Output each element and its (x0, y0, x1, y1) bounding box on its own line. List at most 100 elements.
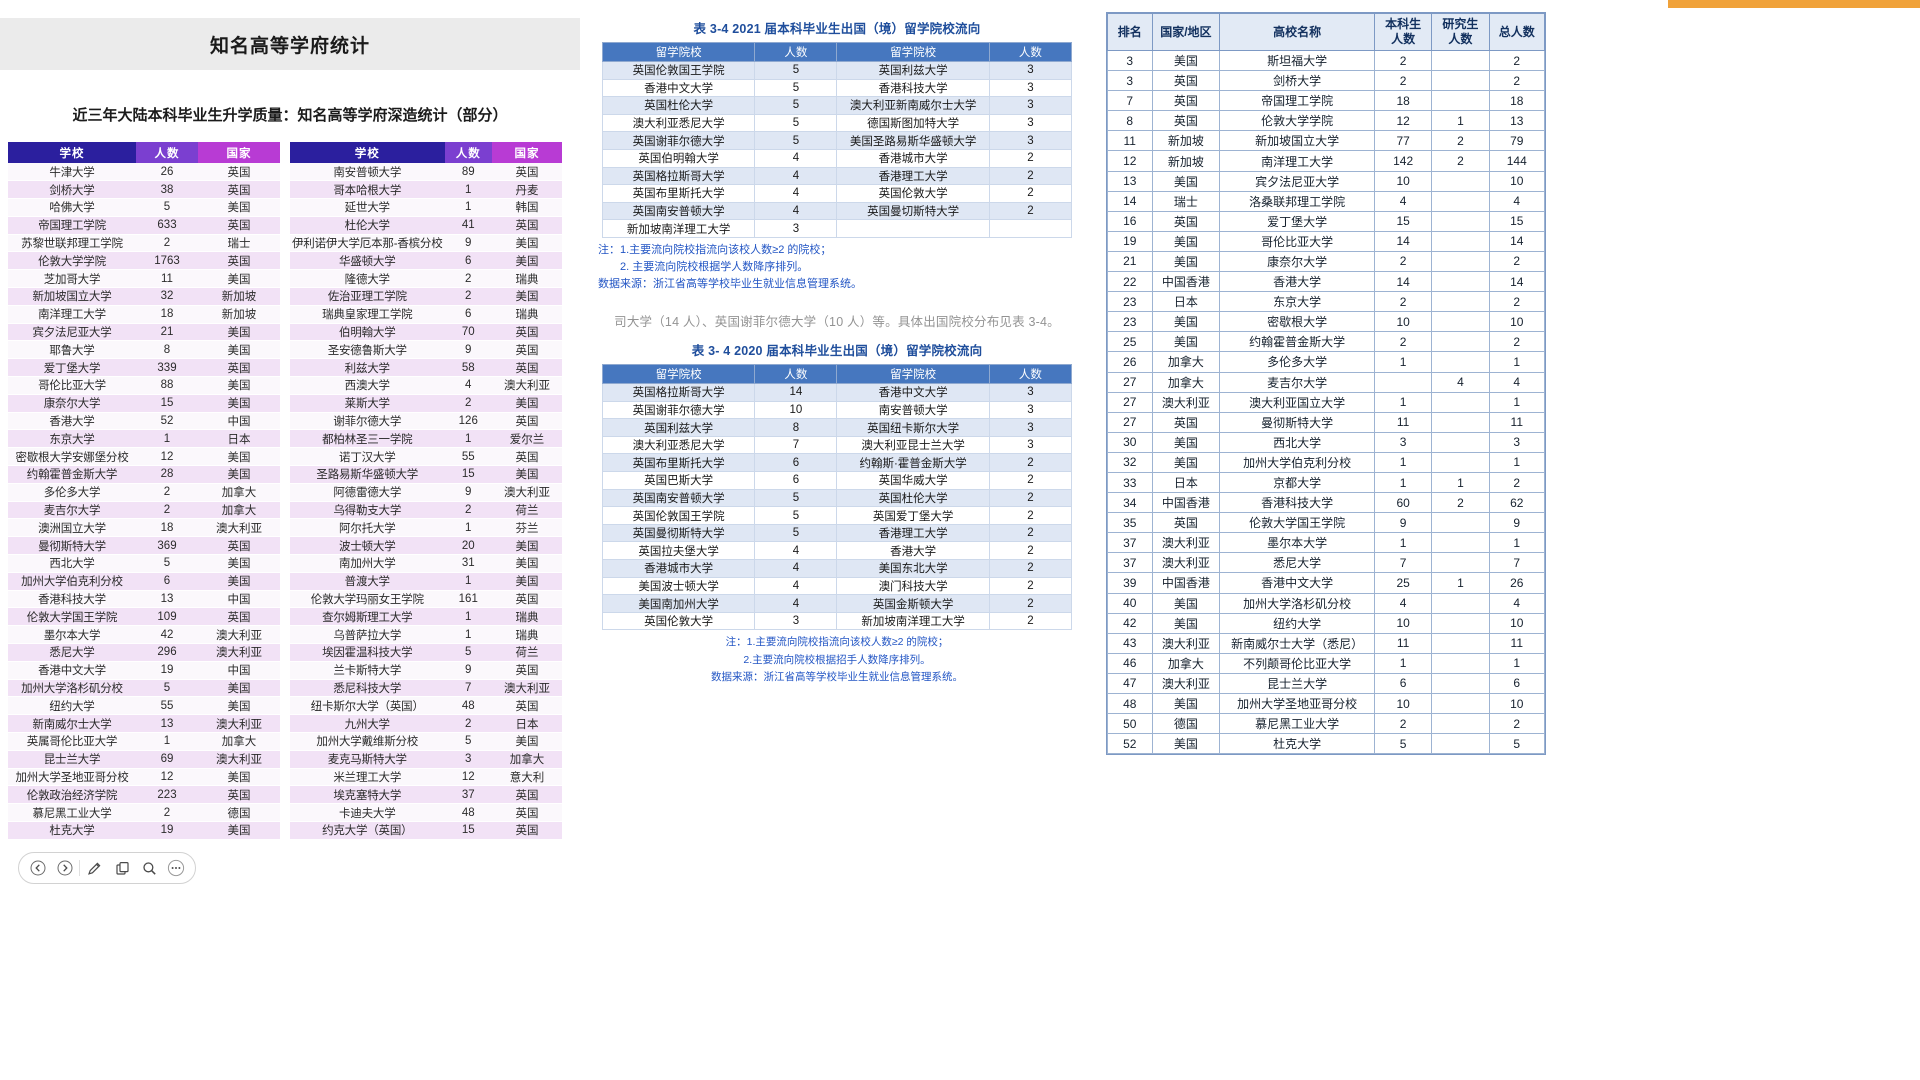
cell-count: 1 (444, 625, 492, 645)
cell-country: 美国 (198, 679, 280, 698)
undergrad-label-line1: 本科生 (1385, 17, 1422, 31)
cell-an: 4 (754, 576, 838, 596)
cell-school: 香港大学 (8, 412, 136, 431)
cell-count: 32 (136, 287, 198, 306)
cell-rank: 3 (1107, 70, 1153, 92)
cell-country: 英国 (198, 536, 280, 556)
cell-ug: 1 (1373, 652, 1433, 674)
cell-a: 英国伦敦国王学院 (601, 61, 756, 80)
cell-tot: 2 (1488, 471, 1546, 494)
table-row: 香港大学 52 中国 (8, 412, 280, 431)
cell-country: 中国香港 (1151, 271, 1221, 293)
cell-tot: 10 (1488, 692, 1546, 715)
cell-tot: 11 (1488, 632, 1546, 654)
table-row: 延世大学 1 韩国 (290, 198, 562, 217)
cell-school: 伯明翰大学 (290, 323, 445, 342)
cell-count: 339 (136, 358, 198, 378)
table-row: 伦敦大学学院 1763 英国 (8, 251, 280, 271)
cell-bn: 2 (988, 453, 1073, 473)
slide-toolbar[interactable] (18, 852, 196, 884)
cell-country: 美国 (1151, 331, 1221, 353)
cell-tot: 1 (1488, 652, 1546, 674)
table-row: 26 加拿大 多伦多大学 1 1 (1107, 351, 1546, 373)
cell-name: 南洋理工大学 (1219, 150, 1375, 172)
cell-a: 英国巴斯大学 (601, 471, 756, 490)
cell-school: 墨尔本大学 (8, 625, 136, 645)
cell-a: 英国利兹大学 (601, 418, 756, 437)
school-table-left: 学校 人数 国家 牛津大学 26 英国 剑桥大学 38 英国 哈佛大学 5 美国 帝国理工学院 63… (8, 142, 280, 840)
cell-count: 6 (136, 572, 198, 591)
cell-ug: 10 (1373, 612, 1433, 634)
cell-name: 杜克大学 (1219, 733, 1375, 755)
cell-rank: 3 (1107, 49, 1153, 72)
cell-name: 宾夕法尼亚大学 (1219, 170, 1375, 192)
cell-country: 澳大利亚 (198, 518, 280, 538)
table-row: 8 英国 伦敦大学学院 12 1 13 (1107, 110, 1546, 132)
cell-rank: 21 (1107, 250, 1153, 273)
cell-bn: 2 (988, 488, 1073, 508)
cell-country: 加拿大 (198, 501, 280, 520)
chevron-left-icon (30, 860, 46, 876)
cell-ug: 4 (1373, 190, 1433, 212)
annotate-button[interactable] (82, 855, 107, 881)
cell-tot: 14 (1488, 271, 1546, 293)
cell-pg (1431, 311, 1490, 333)
cell-name: 昆士兰大学 (1219, 672, 1375, 695)
cell-ug (1373, 371, 1433, 393)
col-header-school-a: 留学院校 (601, 364, 756, 385)
cell-school: 乌得勒支大学 (290, 501, 445, 520)
cell-school: 谢菲尔德大学 (290, 412, 445, 431)
next-page-button[interactable] (52, 855, 77, 881)
cell-country: 日本 (491, 714, 562, 733)
col-header-count: 人数 (444, 142, 492, 163)
table-row: 慕尼黑工业大学 2 德国 (8, 803, 280, 822)
cell-count: 58 (444, 358, 492, 378)
note-line: 2. 主要流向院校根据学人数降序排列。 (620, 260, 809, 273)
cell-country: 澳大利亚 (1151, 391, 1221, 413)
cell-tot: 15 (1488, 210, 1546, 232)
cell-school: 哈佛大学 (8, 198, 136, 217)
cell-tot: 2 (1488, 49, 1546, 72)
cell-ug: 4 (1373, 592, 1433, 614)
cell-name: 西北大学 (1219, 431, 1375, 453)
cell-school: 苏黎世联邦理工学院 (8, 234, 136, 253)
cell-count: 9 (444, 340, 492, 360)
cell-school: 加州大学戴维斯分校 (290, 732, 445, 751)
cell-pg (1431, 733, 1490, 755)
cell-country: 德国 (1151, 713, 1221, 735)
cell-pg (1431, 632, 1490, 654)
col-header-count: 人数 (136, 142, 198, 163)
cell-bn: 3 (988, 96, 1073, 115)
cell-country: 新加坡 (1151, 150, 1221, 172)
copy-button[interactable] (109, 855, 134, 881)
cell-tot: 2 (1488, 331, 1546, 353)
cell-name: 多伦多大学 (1219, 351, 1375, 373)
cell-an: 7 (754, 435, 838, 455)
cell-rank: 13 (1107, 170, 1153, 192)
cell-rank: 35 (1107, 512, 1153, 534)
cell-school: 纽卡斯尔大学（英国） (290, 696, 445, 716)
cell-country: 美国 (198, 821, 280, 840)
cell-school: 佐治亚理工学院 (290, 287, 445, 306)
cell-ug: 10 (1373, 692, 1433, 715)
cell-tot: 1 (1488, 451, 1546, 473)
cell-country: 英国 (491, 661, 562, 680)
cell-count: 48 (444, 696, 492, 716)
cell-count: 2 (136, 803, 198, 822)
cell-rank: 27 (1107, 371, 1153, 393)
table-row: 东京大学 1 日本 (8, 429, 280, 449)
cell-school: 密歇根大学安娜堡分校 (8, 447, 136, 467)
zoom-button[interactable] (137, 855, 162, 881)
cell-school: 伦敦大学学院 (8, 251, 136, 271)
cell-country: 加拿大 (491, 750, 562, 769)
more-button[interactable] (164, 855, 189, 881)
cell-country: 瑞典 (491, 625, 562, 645)
cell-school: 加州大学洛杉矶分校 (8, 679, 136, 698)
cell-bn: 3 (988, 131, 1073, 150)
cell-pg (1431, 713, 1490, 735)
cell-name: 加州大学圣地亚哥分校 (1219, 692, 1375, 715)
prev-page-button[interactable] (25, 855, 50, 881)
table-row: 39 中国香港 香港中文大学 25 1 26 (1107, 572, 1546, 594)
cell-name: 哥伦比亚大学 (1219, 230, 1375, 252)
table-row: 伊利诺伊大学厄本那-香槟分校 9 美国 (290, 234, 562, 253)
